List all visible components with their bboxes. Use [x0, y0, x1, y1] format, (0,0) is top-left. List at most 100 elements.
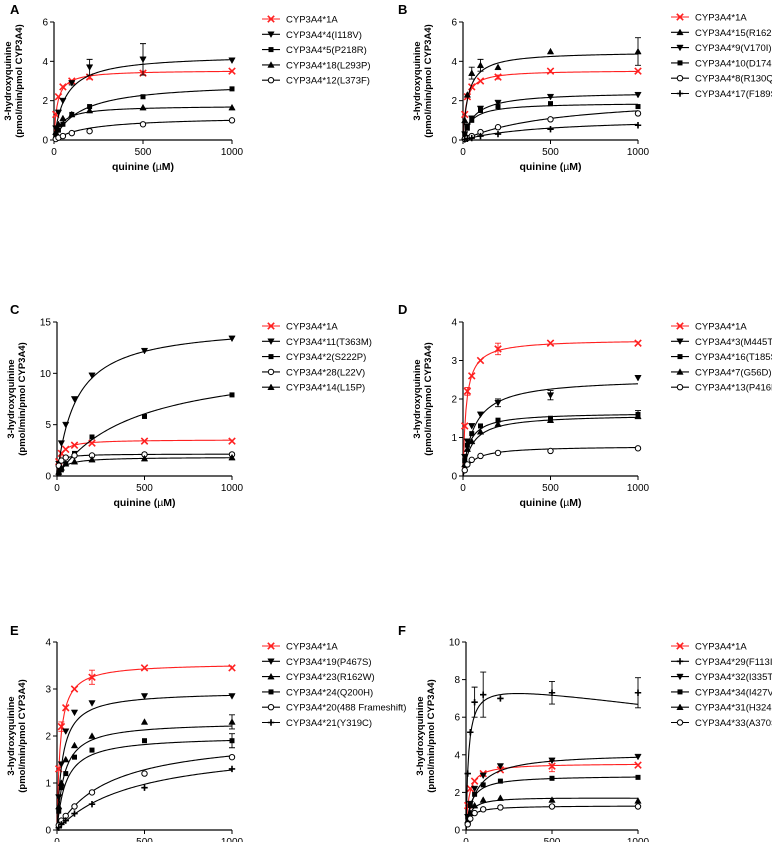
panel-d-series-4-point — [468, 456, 475, 464]
panel-e-legend-label: CYP3A4*24(Q200H) — [286, 687, 373, 698]
panel-b-series-3-point — [469, 117, 475, 123]
panel-c-legend-marker — [268, 354, 274, 360]
panel-f-series-3-point — [480, 782, 486, 788]
panel-f-legend-marker — [677, 689, 683, 695]
panel-f-series-5-point — [467, 815, 474, 822]
panel-b-legend-item: CYP3A4*9(V170I) — [671, 43, 772, 54]
panel-d-series-3-point — [634, 412, 642, 420]
panel-d-series-0-point — [476, 356, 485, 365]
panel-a-y-axis-title-line1: 3-hydroxyquinine — [3, 41, 14, 120]
panel-f-legend-item: CYP3A4*31(H324Q) — [671, 703, 772, 714]
panel-f-series-3-point — [497, 778, 503, 784]
panel-d-xtick-label: 500 — [542, 483, 559, 494]
panel-c-legend-label: CYP3A4*28(L22V) — [286, 367, 365, 378]
panel-c-series-2-point — [142, 413, 147, 419]
panel-d-series-3 — [461, 412, 642, 477]
panel-c-series-4-point — [140, 454, 149, 462]
panel-f-series-4-point — [548, 796, 556, 803]
panel-b-series-1-point — [476, 61, 485, 69]
panel-d-ytick-label: 0 — [451, 472, 457, 483]
panel-d-series-3-point — [468, 437, 476, 445]
panel-a-legend-item: CYP3A4*4(I118V) — [262, 30, 362, 41]
panel-d-legend-marker — [676, 384, 684, 391]
panel-f-legend-item: CYP3A4*32(I335T) — [671, 672, 772, 683]
panel-f-legend-label: CYP3A4*33(A370S) — [695, 718, 772, 729]
panel-f-ytick-label: 4 — [454, 750, 460, 761]
panel-b-legend-label: CYP3A4*1A — [695, 13, 747, 24]
panel-f-legend-marker — [676, 719, 684, 726]
panel-f-series-4-fit-line — [465, 797, 638, 831]
panel-a-legend-marker — [267, 31, 275, 39]
panel-b-series-1-point — [494, 63, 502, 71]
panel-f-series-5-point — [464, 821, 471, 828]
panel-b-legend-marker — [676, 75, 684, 82]
panel-b-series-5-point-center — [479, 134, 482, 138]
panel-c-series-2 — [56, 392, 235, 477]
panel-f-legend-item: CYP3A4*29(F113I) — [671, 657, 772, 668]
panel-b-series-2-point — [634, 91, 642, 99]
panel-c-series-4-point — [57, 464, 65, 471]
panel-d-series-1-point — [468, 423, 476, 430]
panel-b-legend-marker — [676, 13, 684, 21]
panel-b-series-1-point — [468, 69, 476, 76]
panel-b-series-2-point — [494, 99, 502, 107]
panel-e-legend-marker — [268, 689, 274, 695]
panel-a-legend-label: CYP3A4*12(L373F) — [286, 76, 370, 87]
panel-e-series-0-fit-line — [56, 665, 233, 831]
panel-e-series-5-point-center — [143, 786, 146, 789]
panel-a-legend-label: CYP3A4*18(L293P) — [286, 60, 371, 71]
panel-e-series-3-point — [63, 771, 69, 777]
panel-c-series-1-point — [140, 347, 149, 355]
panel-b-series-1-fit-line — [462, 53, 639, 141]
panel-e-y-axis-title-line2: (pmol/min/pmol CYP3A4) — [17, 679, 28, 792]
panel-e-xtick-label: 0 — [54, 837, 60, 842]
panel-e-legend-marker — [267, 658, 275, 666]
panel-d-series-4-point — [477, 452, 484, 460]
panel-c-series-4-point — [70, 457, 79, 465]
panel-d-legend-item: CYP3A4*3(M445T) — [671, 337, 772, 348]
panel-d-ytick-label: 3 — [451, 356, 457, 367]
panel-b-series-5-point-center — [636, 124, 640, 127]
panel-f-legend-label: CYP3A4*1A — [695, 642, 747, 653]
panel-c-series-0-point — [228, 437, 236, 445]
panel-d-series-1-point — [476, 411, 485, 419]
panel-b-series-1 — [461, 37, 642, 141]
panel-c-ytick-label: 5 — [45, 420, 51, 431]
panel-e-legend-item: CYP3A4*24(Q200H) — [262, 687, 373, 698]
panel-b-series-1-point — [463, 91, 471, 98]
panel-e-series-2-point — [70, 741, 79, 749]
panel-d-ytick-label: 2 — [451, 395, 457, 406]
panel-c-xtick-label: 0 — [54, 483, 60, 494]
panel-b-legend-item: CYP3A4*17(F189S) — [671, 89, 772, 100]
panel-c-legend-label: CYP3A4*2(S222P) — [286, 352, 366, 363]
panel-e-legend-marker — [267, 704, 275, 711]
panel-a-series-2-point — [229, 86, 235, 92]
panel-b-series-4-point — [634, 110, 642, 117]
panel-b-legend-item: CYP3A4*15(R162Q) — [671, 28, 772, 39]
panel-b-ytick-label: 2 — [451, 96, 457, 107]
panel-c-series-1-point — [70, 396, 79, 403]
panel-f-ytick-label: 6 — [454, 713, 460, 724]
panel-b-legend-item: CYP3A4*10(D174H) — [671, 58, 772, 69]
panel-b-series-5-point-center — [496, 132, 500, 136]
panel-f-series-4-point — [479, 796, 487, 803]
panel-e-legend-label: CYP3A4*23(R162W) — [286, 672, 375, 683]
panel-e-legend-label: CYP3A4*19(P467S) — [286, 657, 372, 668]
panel-e-series-0-point — [140, 664, 149, 672]
panel-d-y-axis-title-line1: 3-hydroxyquinine — [412, 359, 423, 438]
panel-c-legend-marker — [267, 383, 275, 391]
panel-b-xtick-label: 0 — [460, 147, 466, 158]
panel-e-series-0-point — [70, 685, 79, 693]
panel-d-series-4-point — [464, 461, 471, 468]
panel-a-legend-label: CYP3A4*4(I118V) — [286, 30, 362, 41]
panel-a-legend-label: CYP3A4*5(P218R) — [286, 45, 367, 56]
panel-f-legend-item: CYP3A4*34(I427V) — [671, 687, 772, 698]
panel-d-series-0-point — [460, 422, 469, 430]
panel-e-series-1 — [55, 693, 236, 831]
panel-c-legend-marker — [267, 368, 275, 376]
panel-f-xtick-label: 0 — [463, 837, 469, 842]
panel-a-legend-marker — [267, 15, 275, 23]
panel-e-series-0-point — [228, 664, 236, 672]
panel-e-legend-item: CYP3A4*23(R162W) — [262, 672, 375, 683]
panel-f-series-0 — [463, 759, 642, 831]
